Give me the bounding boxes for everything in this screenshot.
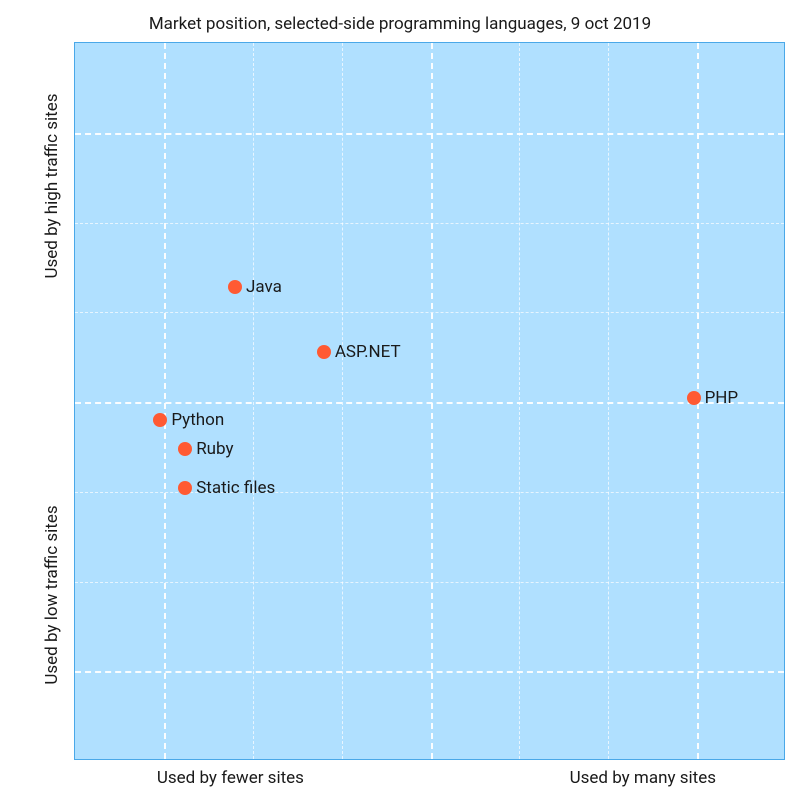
gridline-h-major: [75, 133, 784, 135]
data-point-label: Python: [171, 410, 224, 430]
data-point-label: PHP: [705, 388, 739, 408]
chart-container: Market position, selected-side programmi…: [0, 0, 800, 799]
data-point: [153, 413, 167, 427]
gridline-h-major: [75, 671, 784, 673]
gridline-v-minor: [342, 43, 343, 759]
data-point: [178, 481, 192, 495]
data-point-label: Ruby: [196, 439, 233, 459]
gridline-h-minor: [75, 312, 784, 313]
x-axis-label: Used by fewer sites: [157, 768, 304, 788]
chart-title: Market position, selected-side programmi…: [0, 14, 800, 34]
gridline-v-minor: [519, 43, 520, 759]
data-point: [178, 442, 192, 456]
gridline-h-major: [75, 402, 784, 404]
gridline-v-minor: [608, 43, 609, 759]
gridline-h-minor: [75, 582, 784, 583]
data-point-label: ASP.NET: [335, 342, 401, 362]
x-axis-label: Used by many sites: [570, 768, 716, 788]
data-point: [317, 345, 331, 359]
data-point-label: Static files: [196, 478, 275, 498]
plot-area: Java ASP.NET PHP Python Ruby Static files: [74, 42, 785, 760]
data-point-label: Java: [246, 277, 282, 297]
data-point: [228, 280, 242, 294]
y-axis-label: Used by high traffic sites: [42, 93, 62, 278]
data-point: [687, 391, 701, 405]
gridline-h-minor: [75, 223, 784, 224]
gridline-v-major: [431, 43, 433, 759]
y-axis-label: Used by low traffic sites: [42, 505, 62, 684]
gridline-v-minor: [253, 43, 254, 759]
gridline-v-major: [164, 43, 166, 759]
